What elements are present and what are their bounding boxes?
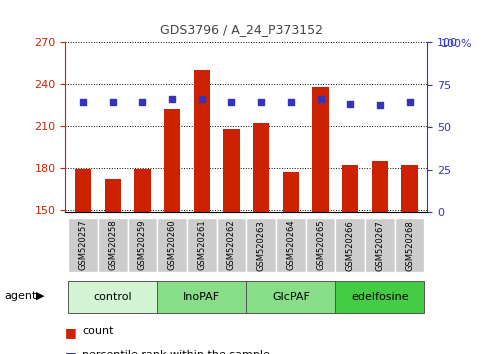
Text: GlcPAF: GlcPAF <box>272 292 310 302</box>
Bar <box>372 161 388 212</box>
Text: GSM520268: GSM520268 <box>405 220 414 270</box>
FancyBboxPatch shape <box>365 218 395 273</box>
Point <box>406 99 413 105</box>
Point <box>287 99 295 105</box>
Point <box>139 99 146 105</box>
Text: ■: ■ <box>65 326 77 339</box>
FancyBboxPatch shape <box>157 281 246 313</box>
FancyBboxPatch shape <box>157 218 187 273</box>
Point <box>109 99 116 105</box>
Bar <box>283 172 299 212</box>
Text: GSM520265: GSM520265 <box>316 220 325 270</box>
Bar <box>104 179 121 212</box>
Point <box>168 96 176 101</box>
FancyBboxPatch shape <box>187 218 217 273</box>
Text: GSM520263: GSM520263 <box>256 220 266 270</box>
Point <box>346 101 354 107</box>
Bar <box>223 129 240 212</box>
Text: InoPAF: InoPAF <box>183 292 220 302</box>
Text: edelfosine: edelfosine <box>351 292 409 302</box>
Bar <box>342 165 358 212</box>
FancyBboxPatch shape <box>335 218 365 273</box>
Point <box>198 96 206 101</box>
Text: ▶: ▶ <box>36 291 45 301</box>
Text: agent: agent <box>5 291 37 301</box>
Y-axis label: 100%: 100% <box>440 39 472 49</box>
Text: GSM520261: GSM520261 <box>197 220 206 270</box>
Bar <box>134 169 151 212</box>
Text: control: control <box>93 292 132 302</box>
Point <box>79 99 87 105</box>
Text: percentile rank within the sample: percentile rank within the sample <box>82 350 270 354</box>
Text: GSM520264: GSM520264 <box>286 220 296 270</box>
Text: GSM520262: GSM520262 <box>227 220 236 270</box>
FancyBboxPatch shape <box>335 281 425 313</box>
Bar <box>164 109 180 212</box>
Bar <box>75 169 91 212</box>
FancyBboxPatch shape <box>395 218 425 273</box>
FancyBboxPatch shape <box>246 281 335 313</box>
FancyBboxPatch shape <box>306 218 335 273</box>
FancyBboxPatch shape <box>128 218 157 273</box>
Text: GSM520267: GSM520267 <box>375 220 384 270</box>
FancyBboxPatch shape <box>276 218 306 273</box>
FancyBboxPatch shape <box>68 218 98 273</box>
Point <box>376 103 384 108</box>
Text: GSM520257: GSM520257 <box>79 220 87 270</box>
Bar <box>313 87 329 212</box>
FancyBboxPatch shape <box>98 218 128 273</box>
Bar <box>253 123 270 212</box>
Text: GSM520266: GSM520266 <box>346 220 355 270</box>
Bar <box>401 165 418 212</box>
Text: GSM520259: GSM520259 <box>138 220 147 270</box>
Text: ■: ■ <box>65 350 77 354</box>
Point <box>227 99 235 105</box>
Point <box>257 99 265 105</box>
Bar <box>194 70 210 212</box>
Text: GSM520260: GSM520260 <box>168 220 177 270</box>
Text: GSM520258: GSM520258 <box>108 220 117 270</box>
FancyBboxPatch shape <box>217 218 246 273</box>
Text: count: count <box>82 326 114 336</box>
FancyBboxPatch shape <box>246 218 276 273</box>
Text: GDS3796 / A_24_P373152: GDS3796 / A_24_P373152 <box>160 23 323 36</box>
FancyBboxPatch shape <box>68 281 157 313</box>
Point <box>317 96 325 101</box>
